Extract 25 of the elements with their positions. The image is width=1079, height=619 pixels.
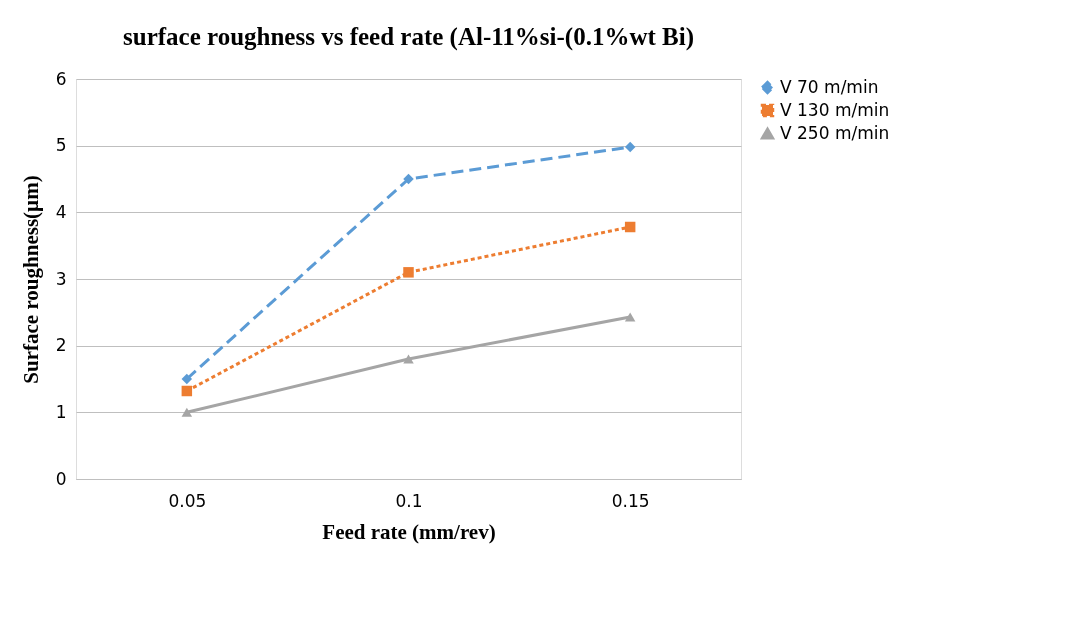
point	[624, 312, 636, 322]
y-axis-title: Surface roughness(µm)	[18, 175, 43, 384]
y-tick-label: 6	[55, 68, 67, 89]
legend-label: V 250 m/min	[780, 122, 890, 143]
y-tick-label: 0	[55, 468, 67, 489]
x-tick-label: 0.1	[395, 490, 423, 511]
x-axis-title: Feed rate (mm/rev)	[322, 519, 496, 544]
point	[403, 354, 414, 364]
point	[624, 141, 636, 153]
y-tick-label: 5	[55, 135, 67, 156]
point	[181, 385, 193, 397]
legend-label: V 130 m/min	[780, 99, 890, 120]
point	[624, 221, 636, 233]
y-tick-label: 4	[55, 201, 67, 222]
x-tick-label: 0.05	[168, 490, 207, 511]
y-tick-label: 2	[55, 335, 67, 356]
chart-title: surface roughness vs feed rate (Al-11%si-(0.1%wt Bi)	[123, 23, 694, 51]
point	[403, 173, 414, 185]
y-tick-label: 3	[55, 268, 67, 289]
point	[403, 267, 414, 278]
point	[181, 407, 193, 417]
y-tick-label: 1	[55, 401, 67, 422]
legend-label: V 70 m/min	[780, 76, 879, 97]
point	[181, 373, 193, 385]
x-tick-label: 0.15	[611, 490, 650, 511]
